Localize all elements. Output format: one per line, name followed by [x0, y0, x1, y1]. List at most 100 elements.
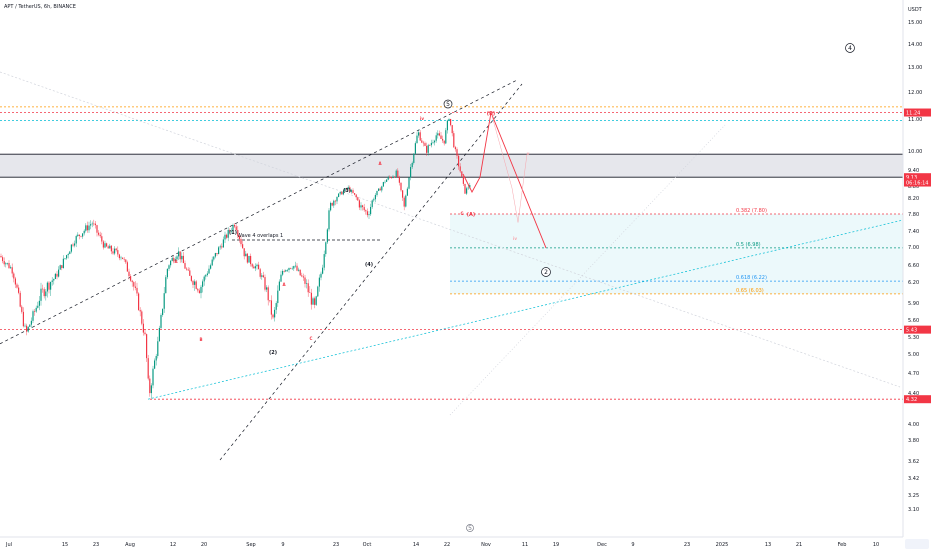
candle: [146, 334, 148, 359]
candle: [192, 280, 194, 285]
candle: [34, 311, 36, 312]
candle: [130, 276, 132, 281]
x-tick-label: 14: [413, 542, 419, 548]
candle: [106, 243, 108, 247]
candle: [163, 293, 165, 309]
candle: [309, 292, 311, 293]
y-tick-label: 12.00: [908, 90, 922, 96]
candle: [330, 202, 332, 211]
price-badge: [904, 325, 931, 334]
candle: [302, 276, 304, 278]
projection-path-2: [490, 112, 547, 249]
cyan-trendline: [147, 219, 904, 400]
candle: [171, 257, 173, 261]
price-axis-bg: [903, 0, 932, 550]
candle: [296, 265, 298, 271]
candle: [355, 194, 357, 198]
candle: [237, 229, 239, 236]
candle: [267, 287, 269, 301]
candle: [46, 282, 48, 292]
candle: [384, 181, 386, 183]
candle: [221, 246, 223, 248]
x-tick-label: 9: [631, 542, 634, 548]
wave-label-4-circled: 4: [848, 45, 852, 52]
wave-label-minor: B: [199, 337, 202, 342]
x-tick-label: 20: [201, 542, 207, 548]
candle: [405, 195, 407, 207]
projection-path-1: [462, 112, 492, 193]
overlap-annotation: Wave 4 overlaps 1: [237, 233, 283, 239]
candle: [254, 266, 256, 269]
candle: [442, 138, 444, 141]
candle: [115, 248, 117, 251]
candle: [187, 269, 189, 271]
candle: [274, 309, 276, 318]
candle: [94, 223, 96, 226]
candle: [307, 283, 309, 293]
x-tick-label: Aug: [125, 542, 135, 548]
candle: [429, 145, 431, 146]
candle: [224, 234, 226, 240]
candle: [270, 300, 272, 315]
candle: [24, 325, 26, 327]
candle: [462, 176, 464, 184]
candle: [3, 261, 5, 265]
candle: [282, 271, 284, 275]
candle: [117, 250, 119, 255]
candle: [126, 262, 128, 272]
wave-label: (4): [365, 262, 373, 268]
wave-label-minor: v: [527, 151, 530, 156]
candle: [123, 258, 125, 260]
x-tick-label: 10: [873, 542, 879, 548]
candle: [437, 133, 439, 136]
candle: [48, 282, 50, 290]
candle: [235, 226, 237, 230]
x-tick-label: 19: [553, 542, 559, 548]
projection-layer: [462, 112, 547, 249]
y-tick-label: 4.70: [908, 371, 919, 377]
candle: [66, 255, 68, 259]
candle: [69, 251, 71, 255]
candle: [443, 140, 445, 144]
candle: [243, 248, 245, 257]
candle: [50, 281, 52, 290]
candle: [96, 225, 98, 233]
candle: [338, 193, 340, 197]
candle: [176, 256, 178, 260]
candle: [38, 300, 40, 306]
candle: [149, 378, 151, 394]
y-tick-label: 14.00: [908, 42, 922, 48]
candle: [400, 182, 402, 191]
channel-lower: [219, 83, 523, 461]
candle: [290, 267, 292, 269]
wave-label: (B): [487, 111, 495, 117]
candle: [414, 143, 416, 154]
candle: [74, 243, 76, 246]
candle: [173, 257, 175, 262]
candle: [376, 190, 378, 196]
wave-label: (3): [343, 188, 351, 194]
candle: [344, 188, 346, 192]
candle: [382, 182, 384, 187]
y-tick-label: 15.00: [908, 20, 922, 26]
y-tick-label: 3.80: [908, 438, 919, 444]
candle: [122, 257, 124, 259]
candle: [315, 296, 317, 305]
candle: [354, 193, 356, 195]
y-tick-label: 9.40: [908, 168, 919, 174]
candle: [112, 251, 114, 254]
candle: [397, 170, 399, 178]
candle: [184, 263, 186, 269]
candle: [80, 235, 82, 237]
candle: [152, 368, 154, 386]
candle: [138, 293, 140, 311]
price-badge-label: 06:16:14: [906, 181, 928, 187]
candle: [317, 286, 319, 297]
wave-label: (2): [269, 350, 277, 356]
candle: [451, 125, 453, 134]
candle: [256, 264, 258, 267]
candle: [278, 281, 280, 291]
candle: [86, 225, 88, 231]
candle: [306, 283, 308, 284]
